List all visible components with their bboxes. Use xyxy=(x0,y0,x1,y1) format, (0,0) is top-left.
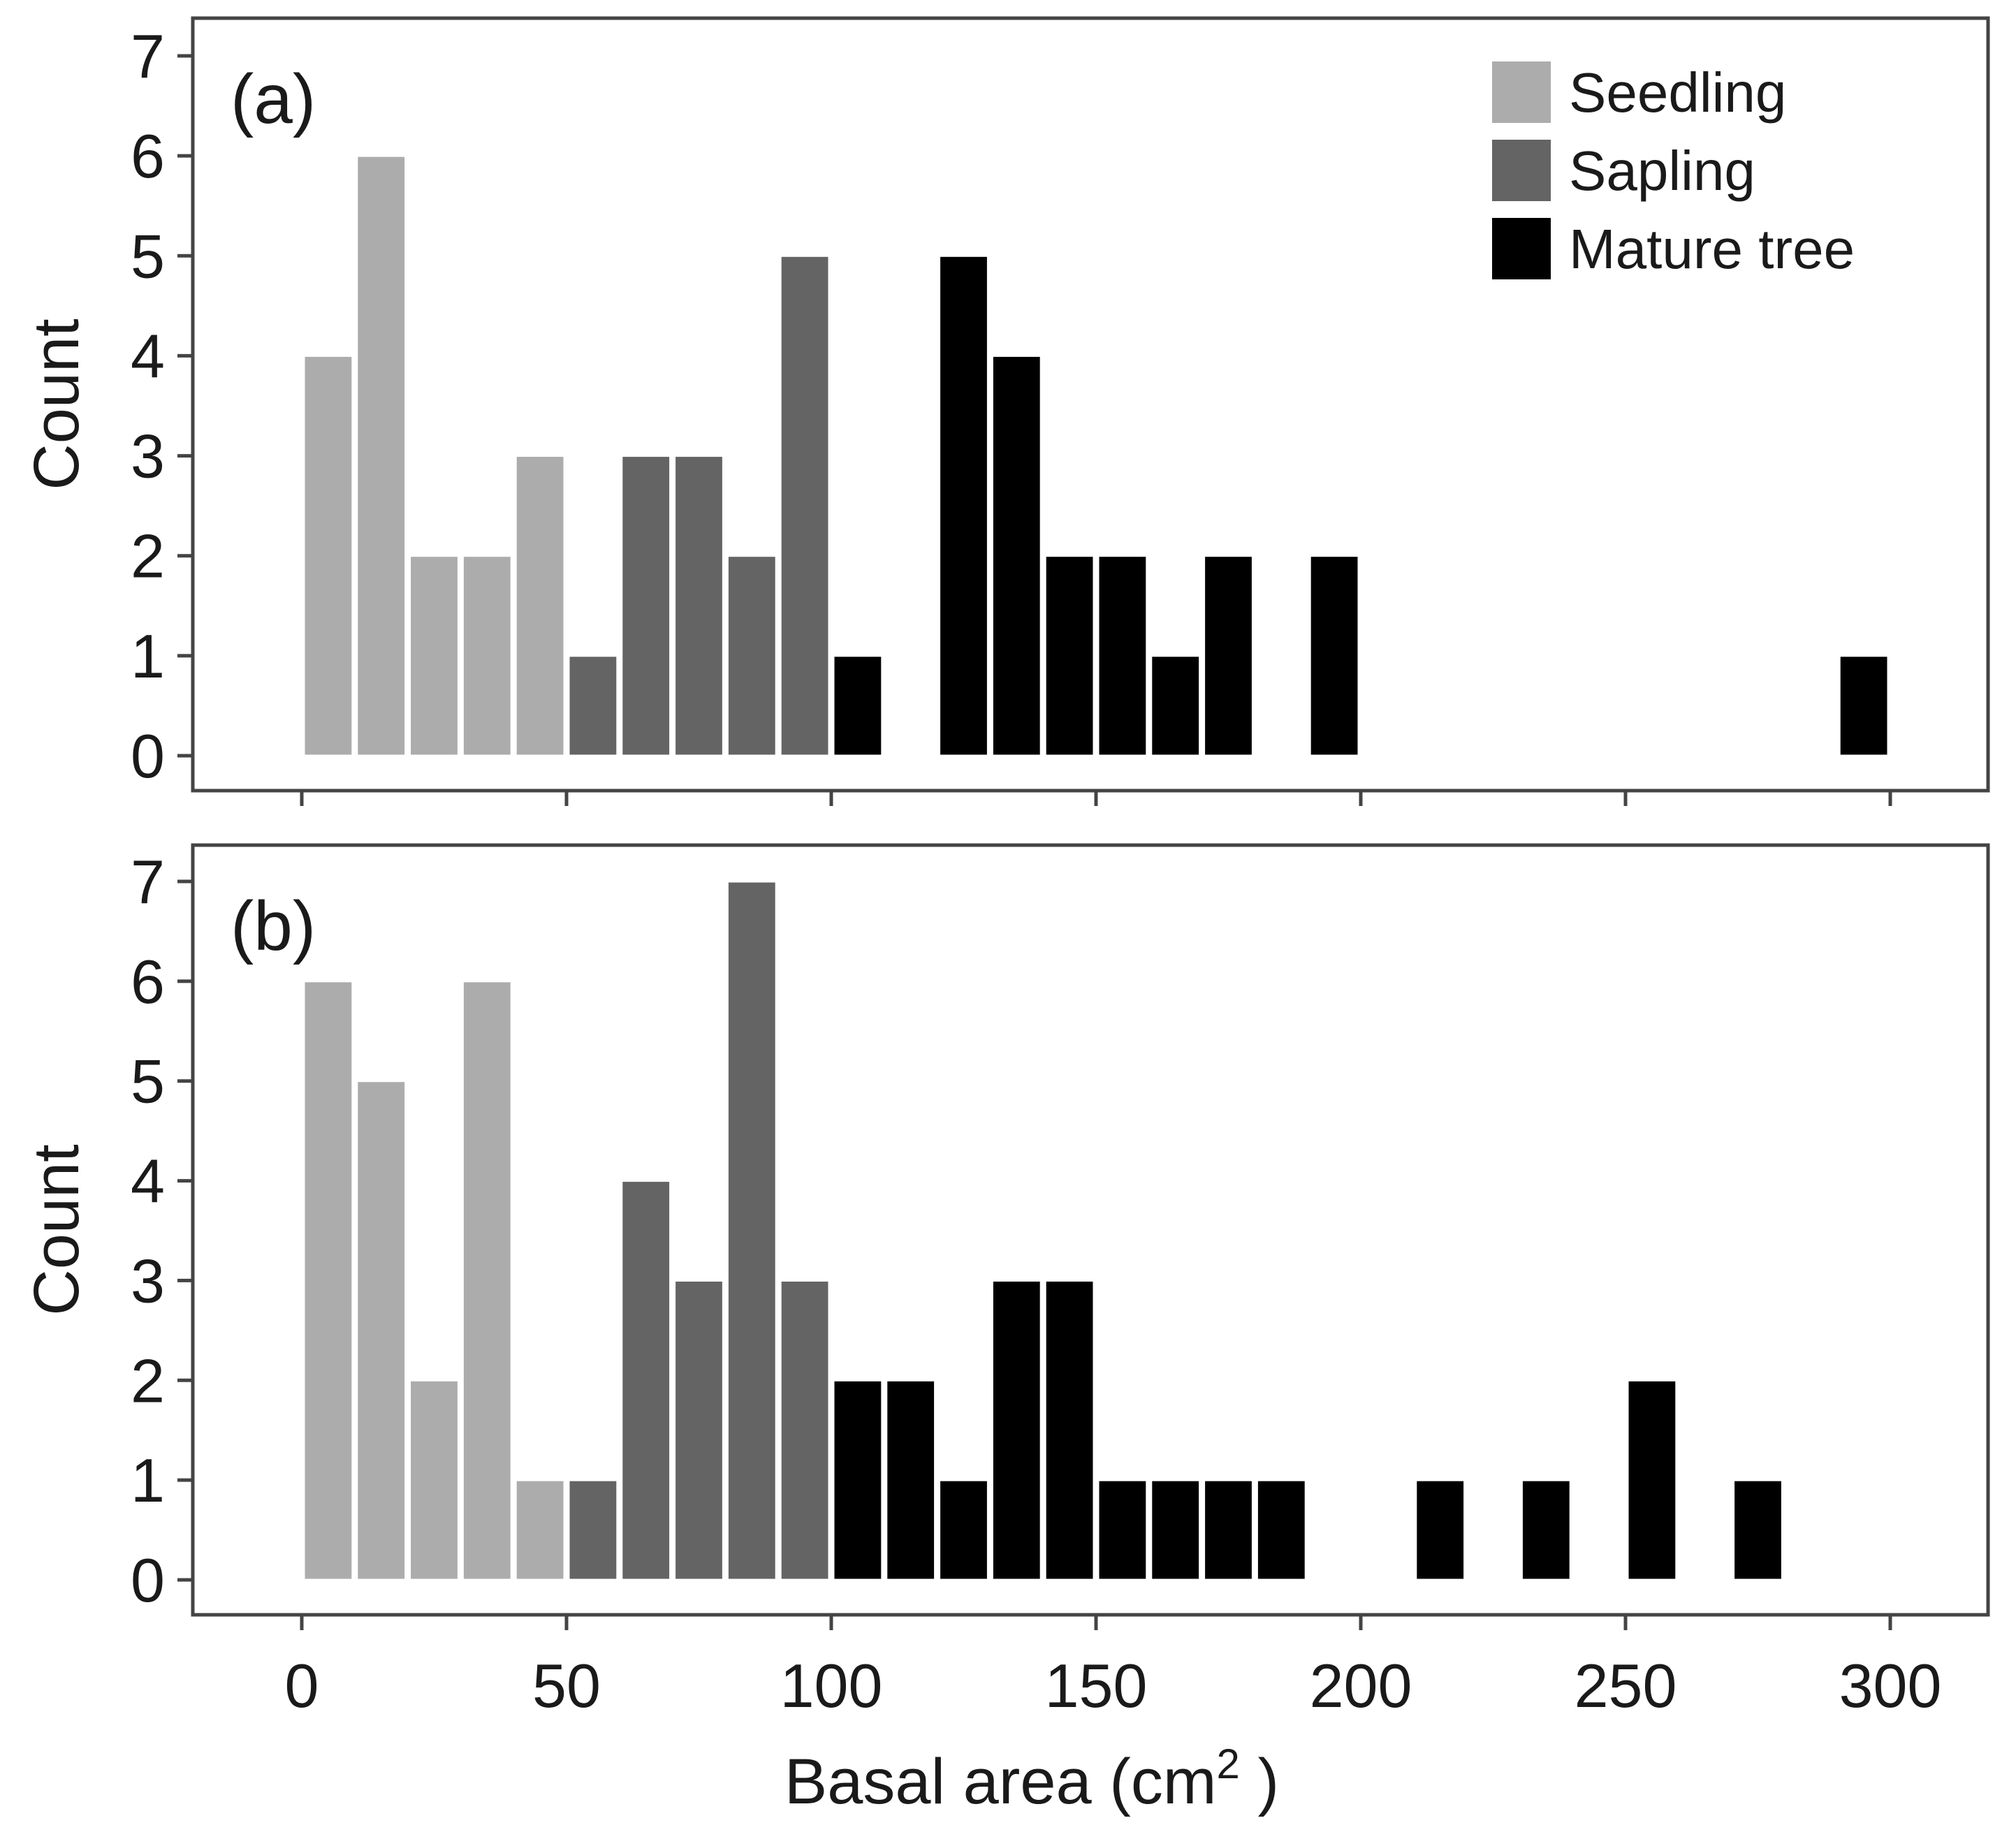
histogram-bar xyxy=(1097,1479,1148,1581)
y-tick-label: 1 xyxy=(131,622,165,691)
histogram-bar xyxy=(1838,654,1890,757)
y-tick-label: 2 xyxy=(131,1346,165,1415)
histogram-bar xyxy=(356,154,407,757)
panel-a: 0 1 2 3 4 5 6 7 (a) Count xyxy=(21,16,1990,806)
histogram-bar xyxy=(885,1379,937,1581)
x-tick-label: 150 xyxy=(1045,1651,1148,1720)
y-tick-label: 5 xyxy=(131,1047,165,1116)
plot-frame xyxy=(191,843,1990,1617)
legend: Seedling Sapling Mature tree xyxy=(1492,61,1855,280)
histogram-bar xyxy=(726,880,777,1581)
histogram-bar xyxy=(1203,555,1254,757)
histogram-bar xyxy=(620,1180,672,1581)
y-tick-label: 7 xyxy=(131,22,165,91)
histogram-bar xyxy=(620,455,672,757)
y-tick-label: 0 xyxy=(131,721,165,791)
panel-b: 0 1 2 3 4 5 6 7 (b) Count xyxy=(21,843,1990,1630)
histogram-bar xyxy=(567,1479,619,1581)
legend-swatch xyxy=(1492,140,1551,201)
y-tick-label: 0 xyxy=(131,1546,165,1615)
panel-label: (a) xyxy=(231,60,316,138)
histogram-bar xyxy=(461,980,513,1581)
legend-label: Sapling xyxy=(1569,140,1755,202)
y-axis-title: Count xyxy=(21,318,92,490)
panel-label: (b) xyxy=(231,887,316,965)
histogram-bar xyxy=(726,555,777,757)
y-tick-label: 1 xyxy=(131,1446,165,1515)
y-tick-label: 3 xyxy=(131,1246,165,1315)
histogram-bar xyxy=(1150,1479,1201,1581)
histogram-bar xyxy=(302,354,354,757)
histogram-bar xyxy=(938,1479,989,1581)
histogram-bar xyxy=(461,555,513,757)
histogram-bar xyxy=(938,254,989,757)
y-axis-title: Count xyxy=(21,1144,92,1316)
histogram-bar xyxy=(1044,1279,1095,1581)
y-tick-label: 4 xyxy=(131,321,165,390)
histogram-bar xyxy=(1044,555,1095,757)
histogram-bar xyxy=(991,354,1042,757)
histogram-bar xyxy=(1255,1479,1307,1581)
y-tick-label: 6 xyxy=(131,122,165,191)
histogram-bar xyxy=(779,254,831,757)
histogram-bar xyxy=(514,1479,566,1581)
histogram-bar xyxy=(409,555,460,757)
x-tick-label: 200 xyxy=(1310,1651,1412,1720)
histogram-bar xyxy=(1203,1479,1254,1581)
histogram-bar xyxy=(673,1279,724,1581)
histogram-bar xyxy=(832,1379,884,1581)
histogram-bar xyxy=(302,980,354,1581)
histogram-bar xyxy=(673,455,724,757)
histogram-bar xyxy=(779,1279,831,1581)
y-tick-label: 2 xyxy=(131,522,165,591)
histogram-bar xyxy=(356,1080,407,1581)
x-tick-label: 250 xyxy=(1575,1651,1677,1720)
y-tick-label: 7 xyxy=(131,847,165,916)
histogram-bar xyxy=(1097,555,1148,757)
histogram-bar xyxy=(1415,1479,1466,1581)
histogram-bar xyxy=(991,1279,1042,1581)
histogram-bar xyxy=(1150,654,1201,757)
histogram-bar xyxy=(1732,1479,1783,1581)
x-tick-label: 100 xyxy=(780,1651,883,1720)
y-tick-label: 5 xyxy=(131,221,165,291)
histogram-bar xyxy=(1308,555,1360,757)
legend-label: Mature tree xyxy=(1569,218,1855,280)
x-tick-label: 50 xyxy=(532,1651,601,1720)
histogram-bar xyxy=(1626,1379,1678,1581)
y-tick-label: 4 xyxy=(131,1147,165,1216)
histogram-bar xyxy=(409,1379,460,1581)
histogram-bar xyxy=(514,455,566,757)
legend-label: Seedling xyxy=(1569,61,1786,124)
y-tick-label: 3 xyxy=(131,422,165,491)
y-tick-label: 6 xyxy=(131,947,165,1016)
histogram-bar xyxy=(1520,1479,1572,1581)
plot-frame xyxy=(191,16,1990,793)
legend-swatch xyxy=(1492,218,1551,279)
histogram-bar xyxy=(832,654,884,757)
histogram-bar xyxy=(567,654,619,757)
legend-swatch xyxy=(1492,61,1551,123)
x-tick-label: 0 xyxy=(285,1651,319,1720)
x-tick-label: 300 xyxy=(1839,1651,1942,1720)
x-axis-title: Basal area (cm2 ) xyxy=(784,1741,1279,1817)
